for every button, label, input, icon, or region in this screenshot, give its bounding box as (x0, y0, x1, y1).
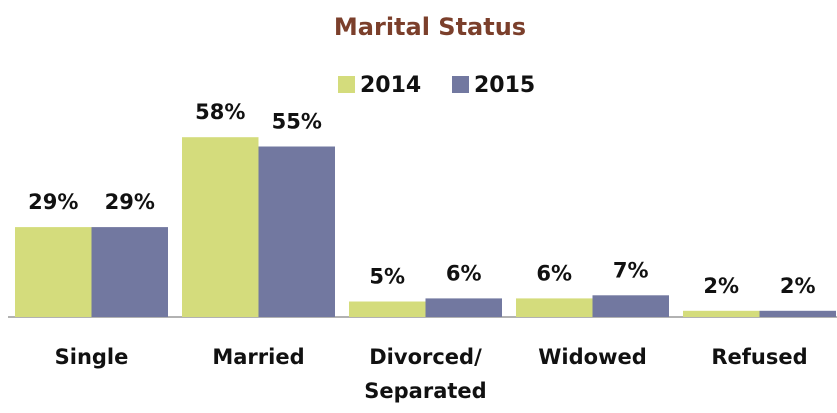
x-tick-label: Divorced/ Separated (364, 345, 487, 403)
bar (349, 301, 426, 317)
legend-swatch (338, 76, 355, 93)
x-tick-label: Married (212, 345, 305, 369)
chart-title: Marital Status (334, 13, 526, 41)
data-label: 6% (536, 261, 572, 285)
data-label: 6% (446, 261, 482, 285)
bar (683, 310, 760, 317)
data-label: 29% (28, 190, 78, 214)
bar (425, 298, 502, 317)
bar (91, 227, 168, 317)
legend-label: 2014 (360, 73, 421, 98)
data-label: 2% (780, 274, 816, 298)
bar (15, 227, 92, 317)
data-label: 7% (613, 258, 649, 282)
bar (516, 298, 593, 317)
data-label: 2% (703, 274, 739, 298)
x-tick-label: Widowed (538, 345, 647, 369)
bar (759, 310, 836, 317)
data-label: 5% (369, 265, 405, 289)
data-label: 29% (105, 190, 155, 214)
legend-swatch (452, 76, 469, 93)
bar (258, 146, 335, 317)
data-label: 58% (195, 100, 245, 124)
bar (182, 137, 259, 317)
x-tick-label: Single (54, 345, 129, 369)
legend-label: 2015 (474, 73, 535, 98)
bar (592, 295, 669, 317)
data-label: 55% (272, 110, 322, 134)
x-tick-label: Refused (711, 345, 808, 369)
